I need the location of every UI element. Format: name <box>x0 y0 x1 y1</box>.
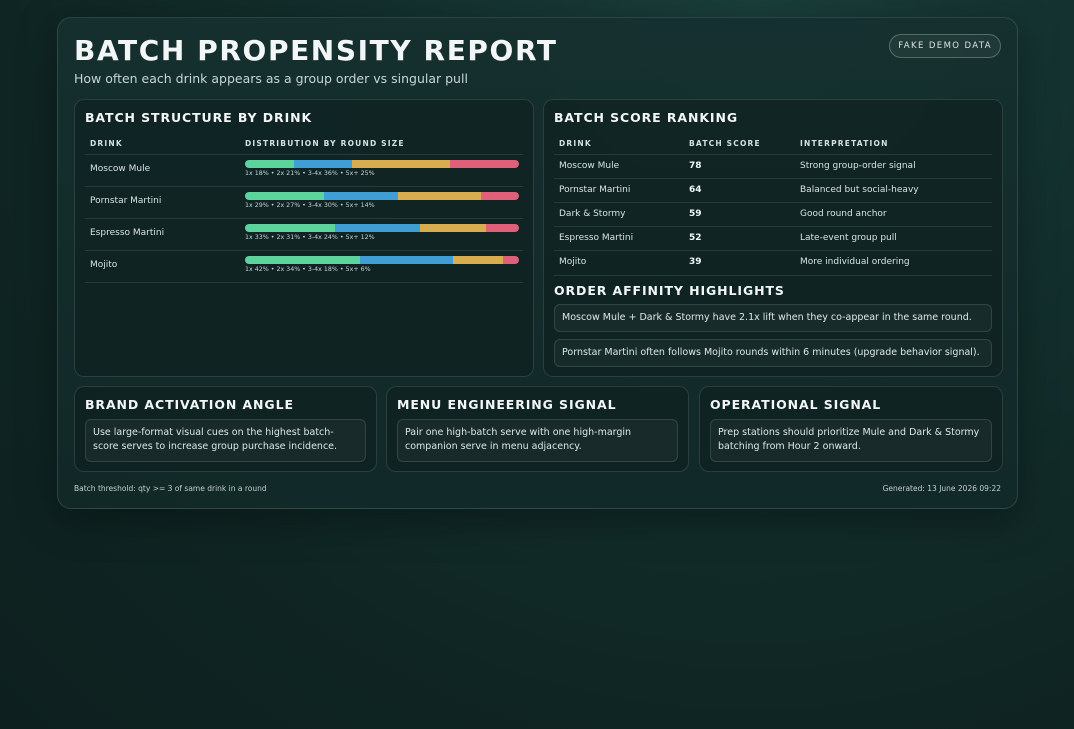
col-head-score: BATCH SCORE <box>689 139 761 148</box>
bar-distribution-label: 1x 33% • 2x 31% • 3-4x 24% • 5x+ 12% <box>245 234 375 241</box>
batch-score-panel: BATCH SCORE RANKING DRINK BATCH SCORE IN… <box>543 99 1003 377</box>
rank-score: 64 <box>689 185 702 195</box>
col-head-drink: DRINK <box>90 139 123 148</box>
row-divider <box>554 226 992 227</box>
stacked-bar <box>245 192 519 200</box>
rank-drink: Pornstar Martini <box>559 185 631 195</box>
footer-threshold-note: Batch threshold: qty >= 3 of same drink … <box>74 484 267 493</box>
col-head-drink: DRINK <box>559 139 592 148</box>
row-divider <box>554 178 992 179</box>
rank-interpretation: More individual ordering <box>800 257 910 267</box>
bar-segment-3-4x <box>351 160 451 168</box>
bar-segment-2x <box>294 160 352 168</box>
insight-text: Pair one high-batch serve with one high-… <box>397 419 678 462</box>
rank-score: 59 <box>689 209 702 219</box>
bar-segment-2x <box>335 224 421 232</box>
rank-interpretation: Balanced but social-heavy <box>800 185 919 195</box>
rank-score: 52 <box>689 233 702 243</box>
bar-segment-3-4x <box>398 192 481 200</box>
affinity-highlight: Moscow Mule + Dark & Stormy have 2.1x li… <box>554 304 992 332</box>
row-divider <box>554 275 992 276</box>
bar-segment-2x <box>324 192 399 200</box>
rank-interpretation: Strong group-order signal <box>800 161 916 171</box>
bar-segment-1x <box>245 256 361 264</box>
row-divider <box>85 186 523 187</box>
row-divider <box>85 250 523 251</box>
insight-title: MENU ENGINEERING SIGNAL <box>397 397 617 412</box>
bar-distribution-label: 1x 42% • 2x 34% • 3-4x 18% • 5x+ 6% <box>245 266 371 273</box>
row-divider <box>85 282 523 283</box>
report-card: BATCH PROPENSITY REPORT How often each d… <box>57 17 1018 509</box>
batch-structure-title: BATCH STRUCTURE BY DRINK <box>85 110 313 125</box>
batch-score-title: BATCH SCORE RANKING <box>554 110 738 125</box>
bar-segment-3-4x <box>420 224 487 232</box>
row-divider <box>554 250 992 251</box>
bar-segment-5x- <box>450 160 519 168</box>
insight-title: OPERATIONAL SIGNAL <box>710 397 882 412</box>
row-divider <box>85 218 523 219</box>
row-divider <box>554 202 992 203</box>
menu-engineering-card: MENU ENGINEERING SIGNAL Pair one high-ba… <box>386 386 689 472</box>
header-divider <box>85 154 523 155</box>
rank-score: 78 <box>689 161 702 171</box>
page-subtitle: How often each drink appears as a group … <box>74 71 468 86</box>
insight-text: Use large-format visual cues on the high… <box>85 419 366 462</box>
bar-segment-2x <box>360 256 454 264</box>
batch-structure-panel: BATCH STRUCTURE BY DRINK DRINK DISTRIBUT… <box>74 99 534 377</box>
stacked-bar <box>245 224 519 232</box>
bar-segment-5x- <box>502 256 519 264</box>
drink-name: Espresso Martini <box>90 228 165 238</box>
rank-interpretation: Good round anchor <box>800 209 887 219</box>
bar-distribution-label: 1x 29% • 2x 27% • 3-4x 30% • 5x+ 14% <box>245 202 375 209</box>
affinity-title: ORDER AFFINITY HIGHLIGHTS <box>554 283 785 298</box>
drink-name: Moscow Mule <box>90 164 151 174</box>
demo-data-badge: FAKE DEMO DATA <box>889 34 1001 58</box>
bar-segment-1x <box>245 160 295 168</box>
footer-generated-timestamp: Generated: 13 June 2026 09:22 <box>882 484 1001 493</box>
rank-drink: Mojito <box>559 257 587 267</box>
stacked-bar <box>245 160 519 168</box>
bar-segment-5x- <box>480 192 519 200</box>
insight-title: BRAND ACTIVATION ANGLE <box>85 397 294 412</box>
drink-name: Mojito <box>90 260 118 270</box>
affinity-highlight: Pornstar Martini often follows Mojito ro… <box>554 339 992 367</box>
brand-activation-card: BRAND ACTIVATION ANGLE Use large-format … <box>74 386 377 472</box>
insight-text: Prep stations should prioritize Mule and… <box>710 419 992 462</box>
bar-segment-1x <box>245 192 325 200</box>
bar-segment-1x <box>245 224 336 232</box>
stacked-bar <box>245 256 519 264</box>
bar-segment-5x- <box>486 224 519 232</box>
rank-interpretation: Late-event group pull <box>800 233 897 243</box>
bar-distribution-label: 1x 18% • 2x 21% • 3-4x 36% • 5x+ 25% <box>245 170 375 177</box>
header-divider <box>554 154 992 155</box>
rank-drink: Dark & Stormy <box>559 209 626 219</box>
col-head-interpretation: INTERPRETATION <box>800 139 889 148</box>
page-title: BATCH PROPENSITY REPORT <box>74 34 558 67</box>
rank-score: 39 <box>689 257 702 267</box>
rank-drink: Espresso Martini <box>559 233 634 243</box>
rank-drink: Moscow Mule <box>559 161 620 171</box>
operational-signal-card: OPERATIONAL SIGNAL Prep stations should … <box>699 386 1003 472</box>
col-head-distribution: DISTRIBUTION BY ROUND SIZE <box>245 139 405 148</box>
drink-name: Pornstar Martini <box>90 196 162 206</box>
bar-segment-3-4x <box>453 256 503 264</box>
